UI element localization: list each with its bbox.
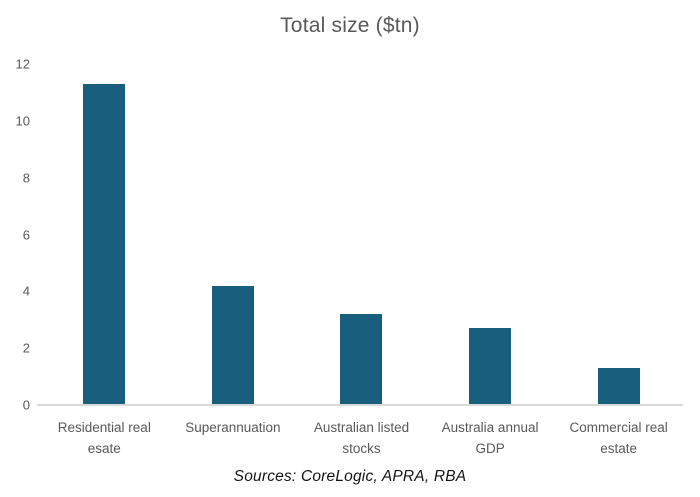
bar-slot xyxy=(169,64,298,405)
plot-area: 0 2 4 6 8 10 12 xyxy=(16,57,683,413)
bar-slot xyxy=(297,64,426,405)
chart-title: Total size ($tn) xyxy=(280,14,420,37)
x-axis-line xyxy=(37,404,683,406)
category-label: Australian listed stocks xyxy=(313,420,410,456)
source-note: Sources: CoreLogic, APRA, RBA xyxy=(233,468,467,485)
y-tick-label: 8 xyxy=(22,170,30,186)
y-tick-label: 6 xyxy=(22,227,30,242)
y-tick-label: 4 xyxy=(22,283,30,299)
bar-superannuation xyxy=(211,285,254,405)
bar-residential-real-esate xyxy=(83,83,126,405)
bar-slot xyxy=(554,64,683,405)
x-axis-labels: Residential real esate Superannuation Aust… xyxy=(40,417,683,459)
category-label: Superannuation xyxy=(185,420,281,435)
bar-australia-annual-gdp xyxy=(469,328,512,405)
category-label: Commercial real estate xyxy=(569,420,668,456)
y-tick-label: 12 xyxy=(15,56,30,72)
bar-slot xyxy=(426,64,555,405)
category-label: Australia annual GDP xyxy=(441,420,539,456)
bars xyxy=(40,64,683,405)
bar-commercial-real-estate xyxy=(597,368,640,405)
bar-australian-listed-stocks xyxy=(340,314,383,405)
y-tick-label: 2 xyxy=(22,340,30,356)
y-tick-label: 0 xyxy=(22,397,30,413)
y-tick-label: 10 xyxy=(15,113,30,129)
category-label: Residential real esate xyxy=(57,420,151,456)
y-axis: 0 2 4 6 8 10 12 xyxy=(2,57,30,413)
bar-slot xyxy=(40,64,169,405)
